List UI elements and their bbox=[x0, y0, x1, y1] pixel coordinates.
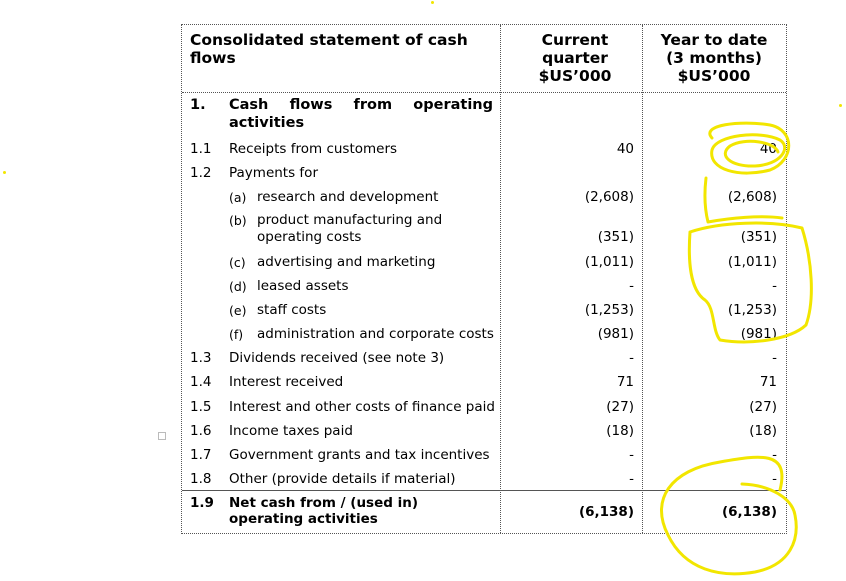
column-header-current-line3: $US’000 bbox=[538, 67, 612, 85]
total-value-ytd: (6,138) bbox=[721, 504, 777, 520]
row-value-current: (27) bbox=[606, 399, 634, 415]
row-value-ytd: (2,608) bbox=[727, 189, 777, 205]
row-label: Other (provide details if material) bbox=[229, 471, 456, 487]
row-value-current: (351) bbox=[597, 229, 634, 245]
row-value-ytd: 40 bbox=[759, 141, 777, 157]
row-number: 1.4 bbox=[190, 374, 212, 390]
section-number: 1. bbox=[190, 97, 206, 113]
row-number: 1.1 bbox=[190, 141, 212, 157]
annotation-dot bbox=[839, 104, 842, 107]
total-divider bbox=[182, 490, 786, 491]
header-divider bbox=[182, 92, 786, 93]
row-value-current: - bbox=[629, 350, 634, 366]
row-value-ytd: - bbox=[772, 471, 777, 487]
row-value-ytd: 71 bbox=[759, 374, 777, 390]
row-number: 1.7 bbox=[190, 447, 212, 463]
row-number: 1.6 bbox=[190, 423, 212, 439]
row-label: Dividends received (see note 3) bbox=[229, 350, 445, 366]
sub-row-letter: (d) bbox=[229, 279, 247, 294]
row-value-current: (2,608) bbox=[584, 189, 634, 205]
column-header-ytd-line1: Year to date bbox=[660, 31, 768, 49]
section-title-line2: activities bbox=[229, 115, 305, 131]
row-label: Payments for bbox=[229, 165, 318, 181]
section-title-line1: Cash flows from operating bbox=[229, 97, 493, 113]
row-value-current: (1,253) bbox=[584, 302, 634, 318]
statement-title: Consolidated statement of cash flows bbox=[190, 31, 468, 67]
column-header-ytd-line2: (3 months) bbox=[666, 49, 762, 67]
row-value-current: - bbox=[629, 471, 634, 487]
column-header-current-line1: Current bbox=[541, 31, 609, 49]
row-label: Income taxes paid bbox=[229, 423, 353, 439]
sub-row-label-line1: product manufacturing and bbox=[257, 212, 443, 228]
column-header-ytd: Year to date (3 months) $US’000 bbox=[644, 31, 784, 85]
total-row-label-line1: Net cash from / (used in) bbox=[229, 495, 419, 511]
row-value-ytd: - bbox=[772, 447, 777, 463]
row-value-ytd: - bbox=[772, 278, 777, 294]
row-value-current: (1,011) bbox=[584, 254, 634, 270]
sub-row-letter: (f) bbox=[229, 327, 244, 342]
row-label: Interest received bbox=[229, 374, 344, 390]
row-value-ytd: (1,253) bbox=[727, 302, 777, 318]
column-header-ytd-line3: $US’000 bbox=[677, 67, 751, 85]
sub-row-label-line2: operating costs bbox=[257, 229, 362, 245]
row-label: Receipts from customers bbox=[229, 141, 398, 157]
row-value-current: (981) bbox=[597, 326, 634, 342]
row-value-ytd: (981) bbox=[740, 326, 777, 342]
row-value-ytd: (1,011) bbox=[727, 254, 777, 270]
row-value-ytd: (351) bbox=[740, 229, 777, 245]
row-value-ytd: (27) bbox=[749, 399, 777, 415]
column-divider-current bbox=[500, 25, 501, 533]
row-label: Government grants and tax incentives bbox=[229, 447, 490, 463]
row-value-ytd: (18) bbox=[749, 423, 777, 439]
sub-row-label: administration and corporate costs bbox=[257, 326, 494, 342]
sub-row-label: advertising and marketing bbox=[257, 254, 436, 270]
row-number: 1.2 bbox=[190, 165, 212, 181]
row-value-current: 71 bbox=[616, 374, 634, 390]
cash-flow-statement-table: Consolidated statement of cash flows Cur… bbox=[181, 24, 787, 534]
column-header-current: Current quarter $US’000 bbox=[505, 31, 645, 85]
sub-row-letter: (e) bbox=[229, 303, 247, 318]
total-row-label-line2: operating activities bbox=[229, 511, 378, 527]
sub-row-letter: (a) bbox=[229, 190, 247, 205]
total-row-number: 1.9 bbox=[190, 495, 214, 511]
sub-row-label: staff costs bbox=[257, 302, 327, 318]
stray-box-mark bbox=[158, 432, 166, 440]
total-value-current: (6,138) bbox=[578, 504, 634, 520]
sub-row-letter: (b) bbox=[229, 213, 247, 228]
row-number: 1.5 bbox=[190, 399, 212, 415]
row-number: 1.8 bbox=[190, 471, 212, 487]
annotation-dot bbox=[3, 171, 6, 174]
row-value-current: 40 bbox=[616, 141, 634, 157]
row-label: Interest and other costs of finance paid bbox=[229, 399, 495, 415]
sub-row-letter: (c) bbox=[229, 255, 246, 270]
row-value-current: - bbox=[629, 278, 634, 294]
annotation-dot bbox=[431, 1, 434, 4]
row-number: 1.3 bbox=[190, 350, 212, 366]
sub-row-label: research and development bbox=[257, 189, 439, 205]
row-value-current: - bbox=[629, 447, 634, 463]
sub-row-label: leased assets bbox=[257, 278, 349, 294]
row-value-current: (18) bbox=[606, 423, 634, 439]
column-divider-ytd bbox=[642, 25, 643, 533]
column-header-current-line2: quarter bbox=[542, 49, 608, 67]
row-value-ytd: - bbox=[772, 350, 777, 366]
